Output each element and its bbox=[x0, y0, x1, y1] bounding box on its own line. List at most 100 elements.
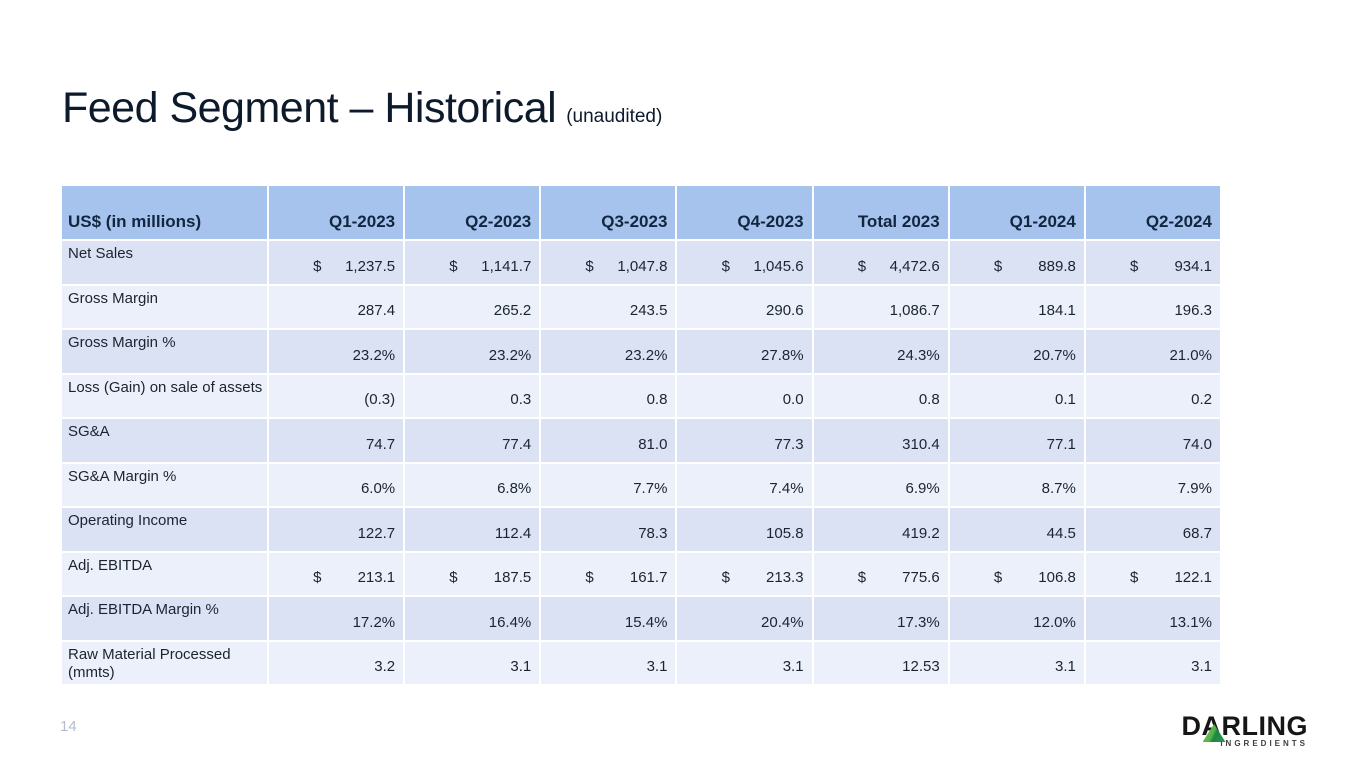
cell-value: 1,141.7 bbox=[481, 257, 532, 275]
table-cell: 290.6 bbox=[677, 285, 812, 328]
cell-value: 1,047.8 bbox=[617, 257, 668, 275]
header-col: Total 2023 bbox=[813, 186, 948, 239]
table-cell: $1,045.6 bbox=[677, 241, 812, 284]
table-cell: $213.1 bbox=[269, 552, 404, 595]
currency-symbol: $ bbox=[857, 569, 867, 586]
header-row-label: US$ (in millions) bbox=[62, 186, 267, 239]
currency-symbol: $ bbox=[721, 569, 730, 586]
money-cell-wrap: $213.3 bbox=[722, 569, 804, 586]
money-cell-wrap: $1,047.8 bbox=[585, 258, 667, 275]
cell-value: 775.6 bbox=[902, 569, 940, 586]
currency-symbol: $ bbox=[857, 257, 867, 275]
row-label: Loss (Gain) on sale of assets bbox=[62, 374, 267, 417]
header-col: Q2-2024 bbox=[1085, 186, 1220, 239]
money-cell-wrap: $1,045.6 bbox=[722, 258, 804, 275]
row-label: Net Sales bbox=[62, 241, 267, 284]
logo-subtext: INGREDIENTS bbox=[1220, 739, 1308, 748]
row-label: SG&A bbox=[62, 419, 267, 462]
currency-symbol: $ bbox=[313, 257, 322, 275]
cell-value: 161.7 bbox=[629, 569, 668, 586]
table-cell: 13.1% bbox=[1085, 597, 1220, 640]
table-cell: 27.8% bbox=[677, 330, 812, 373]
table-cell: 184.1 bbox=[949, 285, 1084, 328]
table-cell: $1,237.5 bbox=[269, 241, 404, 284]
row-label: Gross Margin % bbox=[62, 330, 267, 373]
table-cell: 12.53 bbox=[813, 641, 948, 684]
cell-value: 213.3 bbox=[766, 569, 804, 586]
cell-value: 106.8 bbox=[1038, 569, 1076, 586]
table-cell: $106.8 bbox=[949, 552, 1084, 595]
cell-value: 1,237.5 bbox=[345, 257, 396, 275]
table-cell: 77.1 bbox=[949, 419, 1084, 462]
row-label: Operating Income bbox=[62, 508, 267, 551]
table-cell: 3.1 bbox=[677, 641, 812, 684]
table-cell: 68.7 bbox=[1085, 508, 1220, 551]
table-cell: 44.5 bbox=[949, 508, 1084, 551]
title-suffix: (unaudited) bbox=[566, 106, 663, 127]
money-cell-wrap: $4,472.6 bbox=[858, 258, 940, 275]
cell-value: 213.1 bbox=[357, 569, 396, 586]
table-cell: $213.3 bbox=[677, 552, 812, 595]
currency-symbol: $ bbox=[993, 569, 1003, 586]
table-cell: 17.2% bbox=[269, 597, 404, 640]
table-cell: 1,086.7 bbox=[813, 285, 948, 328]
table-cell: 310.4 bbox=[813, 419, 948, 462]
money-cell-wrap: $1,237.5 bbox=[313, 258, 395, 275]
table-cell: 0.0 bbox=[677, 374, 812, 417]
table-cell: 8.7% bbox=[949, 463, 1084, 506]
row-label: Adj. EBITDA Margin % bbox=[62, 597, 267, 640]
table-cell: 23.2% bbox=[405, 330, 540, 373]
table-cell: 20.4% bbox=[677, 597, 812, 640]
table-cell: 105.8 bbox=[677, 508, 812, 551]
table-cell: 17.3% bbox=[813, 597, 948, 640]
currency-symbol: $ bbox=[585, 257, 594, 275]
money-cell-wrap: $213.1 bbox=[313, 569, 395, 586]
cell-value: 187.5 bbox=[493, 569, 532, 586]
money-cell-wrap: $1,141.7 bbox=[449, 258, 531, 275]
title-text: Feed Segment – Historical bbox=[62, 84, 557, 132]
table-cell: 419.2 bbox=[813, 508, 948, 551]
table-cell: 6.0% bbox=[269, 463, 404, 506]
table-cell: 0.2 bbox=[1085, 374, 1220, 417]
cell-value: 1,045.6 bbox=[753, 257, 804, 275]
table-cell: 3.1 bbox=[405, 641, 540, 684]
row-label: Adj. EBITDA bbox=[62, 552, 267, 595]
table-cell: 74.7 bbox=[269, 419, 404, 462]
cell-value: 934.1 bbox=[1174, 257, 1212, 275]
currency-symbol: $ bbox=[1129, 257, 1139, 275]
table-cell: 0.8 bbox=[541, 374, 676, 417]
money-cell-wrap: $775.6 bbox=[858, 569, 940, 586]
table-cell: 287.4 bbox=[269, 285, 404, 328]
table-cell: 196.3 bbox=[1085, 285, 1220, 328]
table-cell: 112.4 bbox=[405, 508, 540, 551]
page-number: 14 bbox=[60, 718, 77, 735]
table-cell: $1,047.8 bbox=[541, 241, 676, 284]
cell-value: 122.1 bbox=[1174, 569, 1212, 586]
table-cell: 21.0% bbox=[1085, 330, 1220, 373]
table-cell: 6.8% bbox=[405, 463, 540, 506]
header-col: Q2-2023 bbox=[405, 186, 540, 239]
currency-symbol: $ bbox=[449, 257, 458, 275]
table-cell: 15.4% bbox=[541, 597, 676, 640]
table-cell: 23.2% bbox=[269, 330, 404, 373]
table-cell: 20.7% bbox=[949, 330, 1084, 373]
table-cell: 0.8 bbox=[813, 374, 948, 417]
currency-symbol: $ bbox=[1129, 569, 1139, 586]
money-cell-wrap: $934.1 bbox=[1130, 258, 1212, 275]
table-cell: 24.3% bbox=[813, 330, 948, 373]
header-col: Q3-2023 bbox=[541, 186, 676, 239]
table-cell: 77.3 bbox=[677, 419, 812, 462]
header-col: Q1-2023 bbox=[269, 186, 404, 239]
money-cell-wrap: $106.8 bbox=[994, 569, 1076, 586]
table-cell: $889.8 bbox=[949, 241, 1084, 284]
table-cell: 7.4% bbox=[677, 463, 812, 506]
table-cell: 77.4 bbox=[405, 419, 540, 462]
table-cell: 265.2 bbox=[405, 285, 540, 328]
currency-symbol: $ bbox=[449, 569, 458, 586]
table-cell: $4,472.6 bbox=[813, 241, 948, 284]
table-cell: 3.1 bbox=[1085, 641, 1220, 684]
table-cell: 12.0% bbox=[949, 597, 1084, 640]
table-cell: 74.0 bbox=[1085, 419, 1220, 462]
logo-brand-line: DARLING bbox=[1182, 711, 1309, 742]
header-col: Q1-2024 bbox=[949, 186, 1084, 239]
